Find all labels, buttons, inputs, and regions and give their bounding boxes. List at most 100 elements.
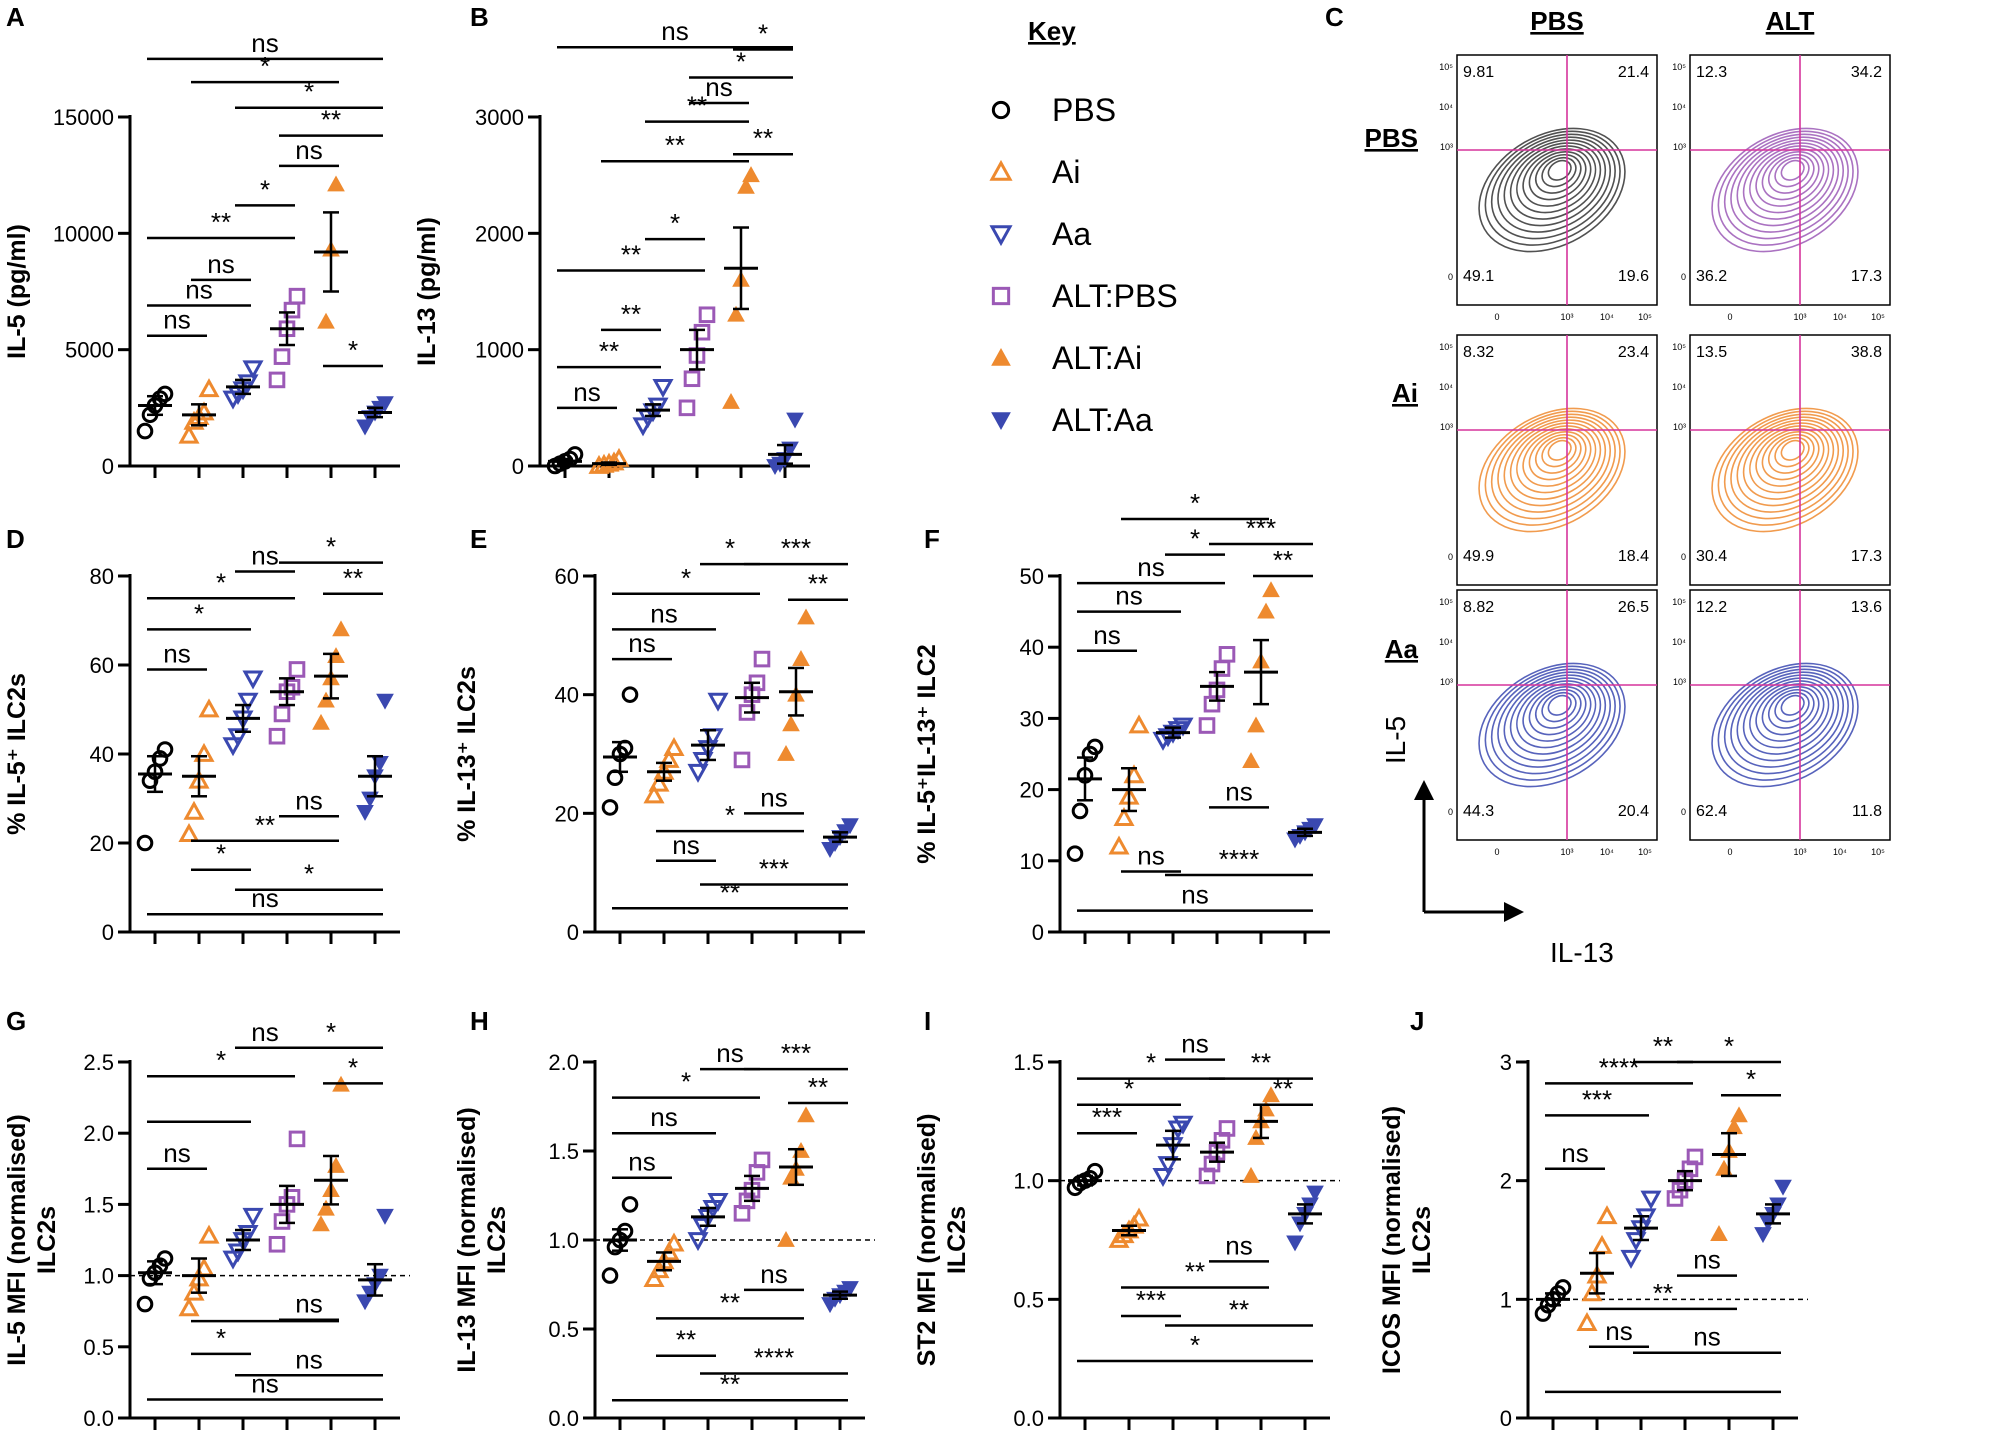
x-arrow-head <box>1504 902 1524 922</box>
contour-line <box>1755 148 1825 207</box>
flow-y-tick: 10³ <box>1440 677 1453 687</box>
y-tick-label: 2.0 <box>548 1050 579 1075</box>
significance-label: ** <box>255 810 275 840</box>
data-point-aa <box>227 1243 249 1263</box>
quadrant-value: 11.8 <box>1852 803 1882 820</box>
data-point-alt-ai <box>332 620 350 637</box>
quadrant-value: 36.2 <box>1696 268 1727 285</box>
significance-label: ** <box>808 1072 828 1102</box>
data-point-pbs <box>136 1295 154 1313</box>
data-point-alt-pbs <box>1198 1167 1216 1185</box>
data-point-alt-ai <box>782 715 800 732</box>
data-point-alt-ai <box>727 305 745 322</box>
significance-label: ns <box>1605 1316 1632 1346</box>
significance-label: **** <box>1219 844 1259 874</box>
quadrant-value: 12.3 <box>1696 64 1727 81</box>
panel-label-a: A <box>6 2 25 32</box>
flow-x-tick: 10⁵ <box>1638 312 1652 322</box>
contour-line <box>1711 662 1859 788</box>
significance-label: *** <box>759 854 789 884</box>
y-tick-label: 0.5 <box>83 1335 114 1360</box>
data-point-pbs <box>1534 1305 1552 1322</box>
significance-label: ** <box>1229 1294 1249 1324</box>
data-point-alt-pbs <box>1203 1155 1221 1173</box>
quadrant-value: 20.4 <box>1618 803 1649 820</box>
data-point-aa <box>1620 1249 1642 1269</box>
data-point-ai <box>1576 1311 1598 1331</box>
significance-label: ns <box>760 782 787 812</box>
y-tick-label: 1.5 <box>1013 1050 1044 1075</box>
quadrant-value: 17.3 <box>1851 548 1882 565</box>
significance-label: * <box>725 800 735 830</box>
significance-label: ns <box>650 598 677 628</box>
contour-line <box>1723 133 1849 240</box>
flow-y-tick: 0 <box>1681 272 1686 282</box>
y-axis-label: IL-13 MFI (normalised) <box>453 1107 481 1372</box>
significance-label: * <box>736 46 746 76</box>
data-point-alt-pbs <box>753 650 771 668</box>
data-point-alt-ai <box>792 650 810 666</box>
data-point-pbs <box>156 1250 174 1267</box>
y-tick-label: 2 <box>1500 1169 1512 1194</box>
data-point-alt-ai <box>1247 716 1265 733</box>
significance-label: ** <box>720 877 740 907</box>
y-tick-label: 0 <box>512 454 524 479</box>
key-label: Ai <box>1052 154 1080 190</box>
row-header: Aa <box>1385 634 1419 664</box>
contour-line <box>1541 436 1577 468</box>
data-point-aa <box>1152 1168 1174 1188</box>
flow-x-tick: 10⁴ <box>1833 312 1847 322</box>
significance-label: ns <box>1225 1230 1252 1260</box>
quadrant-value: 12.2 <box>1696 599 1727 616</box>
data-point-alt-ai <box>777 1230 795 1247</box>
significance-label: ns <box>650 1102 677 1132</box>
y-tick-label: 1.0 <box>1013 1169 1044 1194</box>
flow-y-tick: 10³ <box>1673 677 1686 687</box>
row-header: PBS <box>1365 123 1418 153</box>
data-point-alt-pbs <box>683 370 701 388</box>
significance-label: * <box>216 1323 226 1353</box>
flow-y-tick: 10⁵ <box>1672 62 1686 72</box>
contour-line <box>1749 680 1830 749</box>
significance-label: ns <box>295 1289 322 1319</box>
panel-label-i: I <box>924 1006 931 1036</box>
y-axis-label: IL-13 (pg/ml) <box>413 217 441 366</box>
y-tick-label: 3 <box>1500 1050 1512 1075</box>
significance-label: ns <box>163 638 190 668</box>
significance-label: ns <box>672 830 699 860</box>
contour-line <box>1490 413 1616 520</box>
significance-label: *** <box>1136 1285 1166 1315</box>
significance-label: ns <box>251 541 278 571</box>
flow-y-tick: 10⁴ <box>1439 382 1453 392</box>
data-point-alt-ai <box>317 1199 335 1216</box>
panel-label-g: G <box>6 1006 26 1036</box>
data-point-alt-aa <box>1306 818 1324 835</box>
significance-label: ** <box>1653 1278 1673 1308</box>
data-point-alt-aa <box>376 1208 394 1225</box>
significance-label: **** <box>754 1343 794 1373</box>
data-point-alt-ai <box>312 713 330 730</box>
key-title: Key <box>1028 16 1076 46</box>
significance-label: ns <box>295 1344 322 1374</box>
data-point-aa <box>242 360 264 380</box>
data-point-pbs <box>601 1267 619 1284</box>
flow-x-tick: 10³ <box>1560 312 1573 322</box>
y-tick-label: 20 <box>555 801 579 826</box>
flow-x-label: IL-13 <box>1550 937 1614 968</box>
contour-line <box>1516 145 1597 214</box>
significance-label: ns <box>1181 880 1208 910</box>
y-tick-label: 0 <box>1032 920 1044 945</box>
panel-label-d: D <box>6 524 25 554</box>
data-point-ai <box>193 742 215 762</box>
data-point-alt-pbs <box>1218 646 1236 663</box>
flow-x-tick: 10⁴ <box>1833 847 1847 857</box>
quadrant-value: 44.3 <box>1463 803 1494 820</box>
data-point-alt-pbs <box>733 751 751 769</box>
flow-y-tick: 10⁴ <box>1672 102 1686 112</box>
contour-line <box>1774 156 1810 188</box>
contour-line <box>1761 431 1820 481</box>
significance-label: ns <box>163 1138 190 1168</box>
